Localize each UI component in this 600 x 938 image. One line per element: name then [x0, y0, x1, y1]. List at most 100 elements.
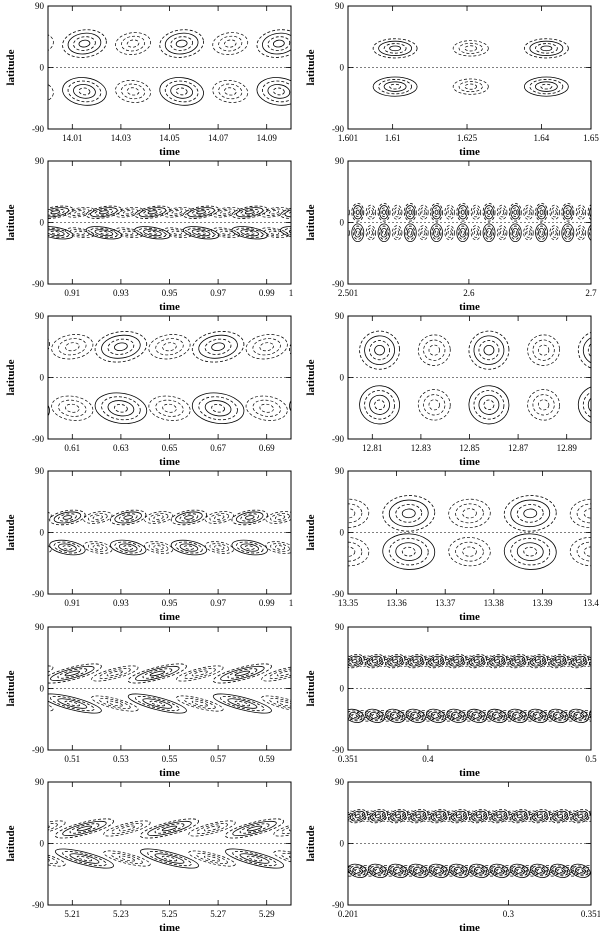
contour-line	[362, 543, 381, 553]
y-tick-label: 90	[35, 777, 45, 787]
contour-line	[392, 812, 404, 820]
contour-line	[569, 498, 591, 528]
contour-line	[453, 713, 460, 718]
contour-line	[23, 83, 48, 100]
contour-line	[179, 543, 199, 552]
y-axis-label: latitude	[305, 514, 317, 550]
contour-line	[564, 207, 572, 218]
contour-line	[332, 866, 343, 875]
contour-line	[269, 668, 291, 679]
contour-line	[454, 342, 469, 352]
contour-line	[349, 337, 379, 357]
x-tick-label: 0.91	[64, 598, 80, 608]
contour-line	[73, 84, 96, 99]
x-tick-label: 1	[289, 598, 294, 608]
contour-line	[332, 825, 347, 832]
contour-line	[509, 710, 526, 722]
contour-line	[196, 823, 228, 834]
contour-line	[395, 542, 423, 561]
contour-line	[288, 825, 291, 832]
contour-line	[379, 205, 389, 220]
contour-line	[385, 328, 441, 365]
contour-line	[578, 209, 583, 216]
contour-line	[569, 537, 591, 567]
contour-line	[553, 712, 564, 720]
contour-line	[540, 45, 553, 52]
contour-line	[593, 711, 600, 720]
contour-line	[264, 229, 284, 237]
contour-line	[348, 206, 350, 218]
contour-line	[238, 84, 249, 89]
x-tick-label: 5.25	[162, 909, 178, 919]
contour-line	[92, 545, 103, 550]
contour-line	[364, 390, 395, 420]
contour-line	[118, 825, 136, 832]
contour-line	[264, 208, 284, 216]
contour-line	[313, 394, 336, 416]
contour-line	[575, 713, 582, 718]
contour-line	[352, 508, 390, 527]
contour-line	[405, 225, 416, 240]
contour-line	[319, 399, 330, 410]
contour-line	[196, 853, 228, 864]
y-tick-label: -90	[32, 434, 44, 444]
contour-line	[592, 864, 600, 877]
contour-line	[406, 342, 420, 351]
x-tick-label: 0.59	[259, 754, 275, 764]
contour-line	[349, 712, 360, 720]
contour-line	[446, 337, 476, 357]
contour-line	[473, 335, 505, 365]
contour-line	[431, 225, 442, 240]
contour-line	[406, 227, 414, 238]
contour-line	[32, 545, 42, 550]
contour-line	[523, 38, 569, 59]
contour-line	[464, 83, 477, 90]
contour-line	[587, 340, 591, 361]
contour-line	[58, 513, 77, 522]
contour-line	[48, 392, 50, 424]
x-tick-label: 0.351	[338, 754, 358, 764]
contour-line	[203, 825, 221, 832]
contour-line	[134, 205, 171, 219]
contour-line	[149, 670, 166, 677]
contour-line	[403, 202, 417, 222]
contour-line	[433, 713, 439, 718]
contour-line	[532, 657, 544, 665]
contour-line	[372, 38, 418, 59]
contour-line	[589, 654, 591, 669]
contour-line	[375, 814, 381, 819]
contour-line	[329, 809, 346, 822]
contour-line	[415, 814, 422, 819]
contour-line	[123, 230, 134, 235]
x-tick-label: 1.601	[338, 133, 358, 143]
contour-line	[166, 229, 187, 237]
contour-line	[348, 508, 356, 519]
contour-line	[393, 207, 401, 218]
contour-line	[412, 83, 437, 100]
x-tick-label: 14.05	[159, 133, 180, 143]
contour-line	[447, 230, 452, 236]
contour-line	[336, 545, 346, 550]
contour-line	[430, 223, 443, 243]
contour-line	[433, 227, 440, 238]
contour-line	[267, 36, 291, 51]
contour-line	[62, 820, 107, 837]
contour-line	[466, 814, 473, 819]
contour-line	[234, 670, 251, 677]
contour-line	[138, 207, 167, 218]
contour-line	[351, 223, 365, 243]
contour-line	[367, 655, 383, 667]
contour-line	[58, 399, 87, 417]
contour-line	[456, 202, 470, 222]
contour-line	[393, 227, 401, 238]
contour-field	[313, 330, 591, 425]
contour-line	[468, 330, 510, 370]
contour-line	[274, 515, 286, 520]
contour-line	[491, 712, 503, 720]
contour-line	[110, 539, 147, 556]
panel-row5-right: 0.351 0.4 0.5 90 0 -90 time latitude	[305, 622, 600, 779]
contour-line	[328, 711, 339, 720]
contour-line	[378, 79, 413, 95]
contour-line	[212, 663, 272, 684]
contour-line	[313, 339, 336, 361]
